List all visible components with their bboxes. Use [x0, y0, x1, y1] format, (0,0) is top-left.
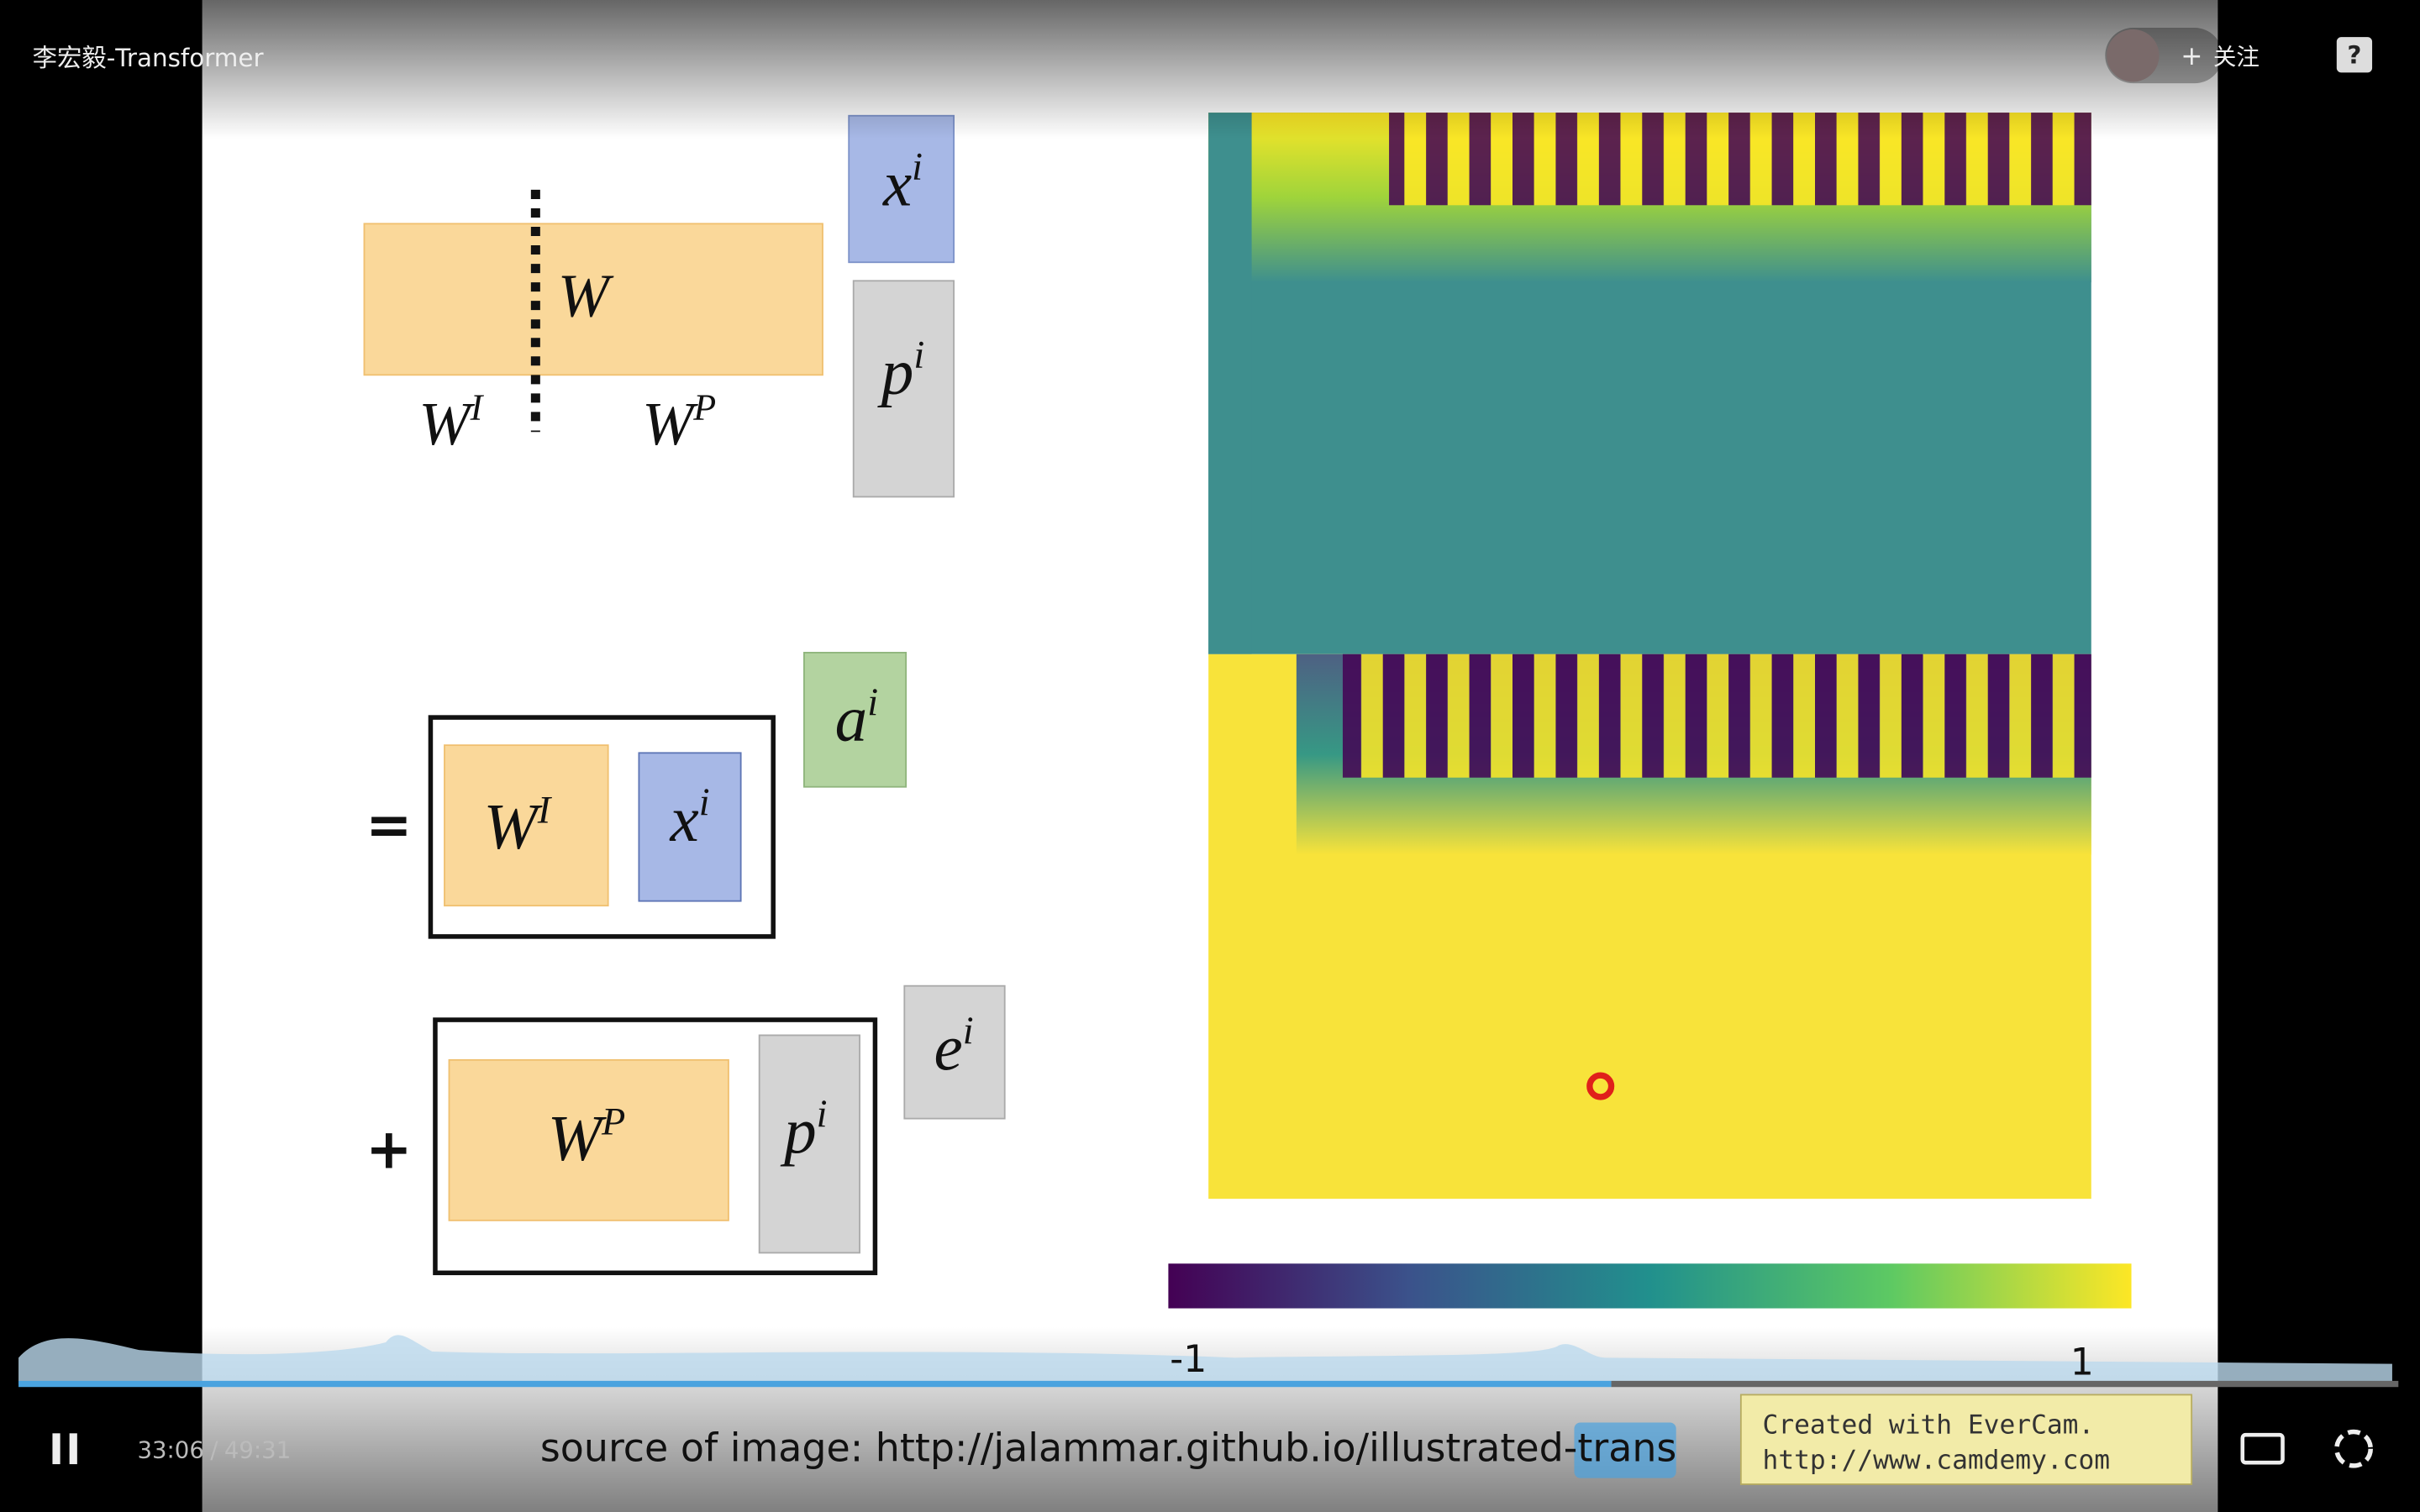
- watermark-text: Created with EverCam.: [1763, 1410, 2095, 1440]
- math-base: x: [882, 147, 912, 219]
- colorbar-min: -1: [1170, 1338, 1207, 1381]
- math-base: x: [669, 783, 698, 855]
- math-sup: I: [537, 789, 553, 832]
- colorbar: [1168, 1263, 2132, 1309]
- math-sup: i: [963, 1010, 974, 1053]
- math-base: W: [642, 390, 698, 458]
- matrix-w: [363, 223, 823, 376]
- box-wp: [448, 1058, 729, 1221]
- math-label: xi: [882, 145, 923, 219]
- math-label: xi: [669, 781, 709, 855]
- math-sup: i: [913, 334, 924, 377]
- math-label: WI: [418, 387, 484, 458]
- math-label: pi: [877, 334, 924, 408]
- video-title: 李宏毅-Transformer: [33, 44, 265, 72]
- math-base: W: [548, 1102, 608, 1174]
- math-base: a: [835, 683, 868, 755]
- math-label: WI: [483, 789, 552, 863]
- heatmap: [1208, 113, 2091, 1200]
- math-label: ai: [835, 681, 878, 755]
- math-sup: i: [867, 681, 878, 724]
- box-wi: [444, 744, 609, 907]
- speed-button[interactable]: [1574, 1422, 1676, 1478]
- progress-rest[interactable]: [1611, 1380, 2399, 1388]
- help-glyph[interactable]: ?: [2347, 40, 2361, 69]
- heat-waveform: [18, 1335, 2392, 1384]
- box-x: [638, 752, 742, 902]
- pause-icon[interactable]: [52, 1433, 60, 1465]
- math-base: W: [483, 790, 543, 863]
- frame: [433, 1017, 878, 1276]
- time-duration: 49:31: [224, 1437, 291, 1464]
- math-label: ei: [934, 1010, 974, 1084]
- math-sup: I: [470, 387, 485, 428]
- time-current_time: 33:06: [137, 1437, 203, 1464]
- colorbar-max: 1: [2070, 1341, 2094, 1384]
- pip-icon[interactable]: [2240, 1432, 2285, 1465]
- help-icon[interactable]: [2336, 37, 2373, 73]
- plus-icon[interactable]: +: [2181, 41, 2202, 71]
- watermark-text: http://www.camdemy.com: [1763, 1446, 2111, 1476]
- math-label: pi: [780, 1093, 827, 1167]
- operator: +: [366, 1116, 412, 1181]
- math-sup: P: [601, 1100, 625, 1143]
- math-sup: i: [817, 1093, 828, 1136]
- math-label: WP: [548, 1100, 626, 1174]
- box-p: [852, 280, 955, 498]
- math-sup: i: [699, 781, 710, 824]
- pause-icon[interactable]: [69, 1433, 77, 1465]
- box-e: [903, 984, 1006, 1120]
- math-base: e: [934, 1011, 963, 1084]
- math-base: W: [558, 262, 614, 330]
- top-bar: [0, 0, 2420, 139]
- math-base: W: [418, 390, 475, 458]
- math-base: p: [877, 335, 914, 407]
- time-separator: /: [210, 1437, 218, 1464]
- math-label: W: [558, 262, 614, 330]
- box-p: [758, 1034, 860, 1254]
- follow-button[interactable]: 关注: [2213, 44, 2260, 71]
- box-x: [848, 114, 955, 264]
- time-display: 33:06 /49:31: [137, 1437, 291, 1464]
- watermark-box: [1739, 1394, 2193, 1485]
- avatar[interactable]: [2107, 29, 2160, 82]
- progress-played[interactable]: [18, 1380, 1612, 1388]
- math-label: WP: [642, 387, 716, 458]
- image-source: source of image: http://jalammar.github.…: [540, 1425, 1677, 1470]
- fullscreen-icon[interactable]: [2334, 1429, 2373, 1468]
- math-base: p: [780, 1095, 817, 1167]
- frame: [428, 715, 776, 939]
- box-a: [803, 652, 908, 788]
- operator: =: [366, 793, 412, 858]
- math-sup: P: [692, 387, 716, 428]
- math-sup: i: [912, 145, 923, 188]
